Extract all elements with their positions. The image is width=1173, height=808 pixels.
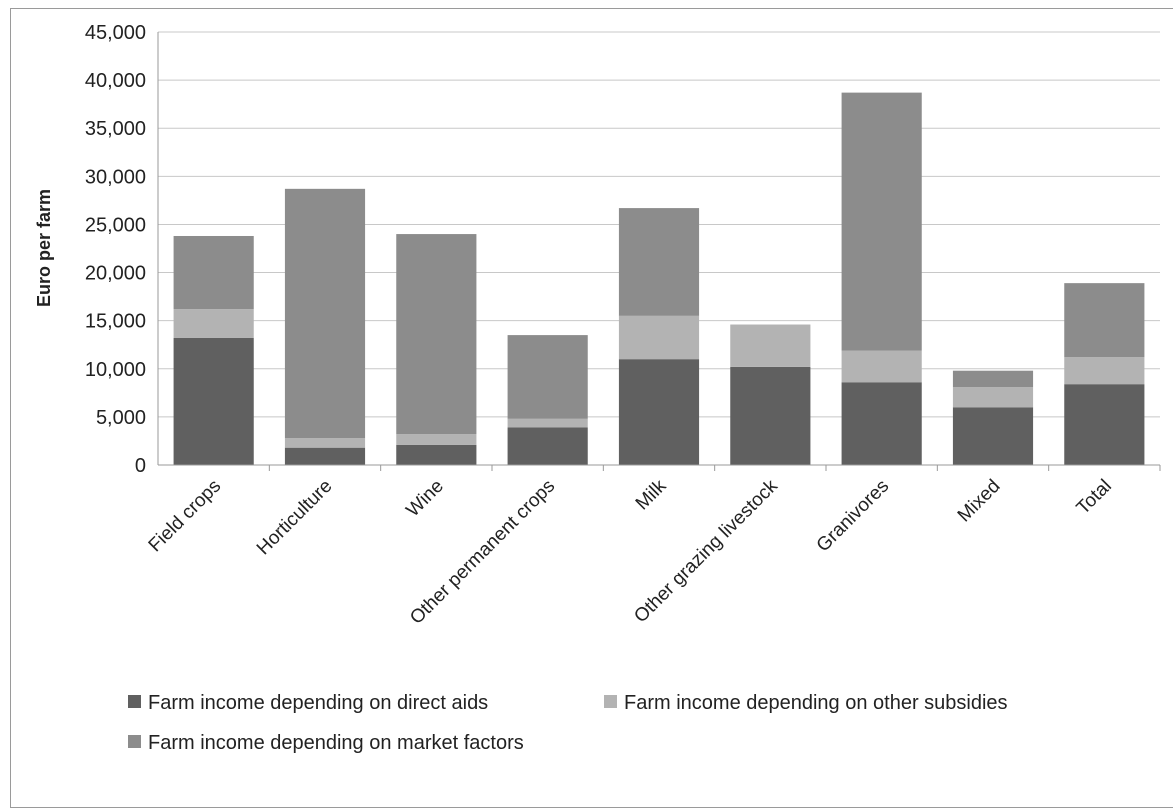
x-category-label: Mixed — [954, 476, 1005, 527]
bar-segment — [841, 382, 922, 465]
bar-segment — [284, 438, 366, 448]
bar-segment — [1064, 384, 1145, 465]
bar-segment — [952, 407, 1034, 465]
bar-segment — [396, 444, 477, 465]
x-category-label: Wine — [402, 476, 447, 521]
bar-segment — [841, 350, 922, 383]
x-category-label: Total — [1073, 476, 1116, 519]
y-tick-label: 30,000 — [85, 166, 146, 188]
bars — [173, 92, 1145, 465]
y-tick-label: 40,000 — [85, 70, 146, 92]
bar-segment — [396, 434, 477, 445]
bar-segment — [507, 418, 588, 428]
stacked-bar-chart: 0 5,000 10,000 15,000 20,000 25,000 30,000 35,0… — [34, 22, 1161, 629]
y-tick-labels: 0 5,000 10,000 15,000 20,000 25,000 30,000 35,0… — [85, 22, 146, 477]
x-category-label: Milk — [632, 475, 671, 514]
y-tick-label: 15,000 — [85, 311, 146, 333]
axes — [157, 32, 1161, 471]
y-tick-label: 45,000 — [85, 22, 146, 44]
bar-segment — [284, 188, 366, 439]
legend-item-direct-aids: Farm income depending on direct aids — [128, 692, 488, 715]
y-tick-label: 0 — [135, 455, 146, 477]
y-tick-label: 35,000 — [85, 118, 146, 140]
bar-segment — [952, 387, 1034, 408]
x-category-label: Horticulture — [253, 476, 337, 560]
legend-swatch — [128, 735, 141, 748]
y-tick-label: 20,000 — [85, 263, 146, 285]
legend-item-market-factors: Farm income depending on market factors — [128, 732, 524, 755]
bar-segment — [507, 335, 588, 419]
bar-segment — [952, 370, 1034, 388]
legend-item-other-subsidies: Farm income depending on other subsidies — [604, 692, 1008, 715]
y-tick-label: 10,000 — [85, 359, 146, 381]
legend-label: Farm income depending on market factors — [148, 732, 524, 754]
legend-swatch — [128, 695, 141, 708]
bar-segment — [730, 324, 811, 367]
bar-segment — [1064, 357, 1145, 385]
legend-swatch — [604, 695, 617, 708]
bar-segment — [396, 234, 477, 435]
legend-label: Farm income depending on other subsidies — [624, 692, 1008, 714]
x-category-label: Granivores — [813, 476, 894, 557]
bar-segment — [841, 92, 922, 351]
y-tick-label: 25,000 — [85, 214, 146, 236]
bar-segment — [730, 366, 811, 465]
bar-segment — [618, 208, 700, 316]
bar-segment — [173, 309, 254, 338]
bar-segment — [284, 447, 366, 465]
legend-label: Farm income depending on direct aids — [148, 692, 489, 714]
bar-segment — [507, 427, 588, 465]
y-tick-label: 5,000 — [96, 407, 146, 429]
y-axis-label: Euro per farm — [34, 189, 54, 307]
x-category-label: Field crops — [145, 476, 226, 557]
bar-segment — [618, 359, 700, 465]
bar-segment — [173, 337, 254, 465]
bar-segment — [1064, 283, 1145, 358]
bar-segment — [618, 315, 700, 360]
bar-segment — [173, 235, 254, 310]
